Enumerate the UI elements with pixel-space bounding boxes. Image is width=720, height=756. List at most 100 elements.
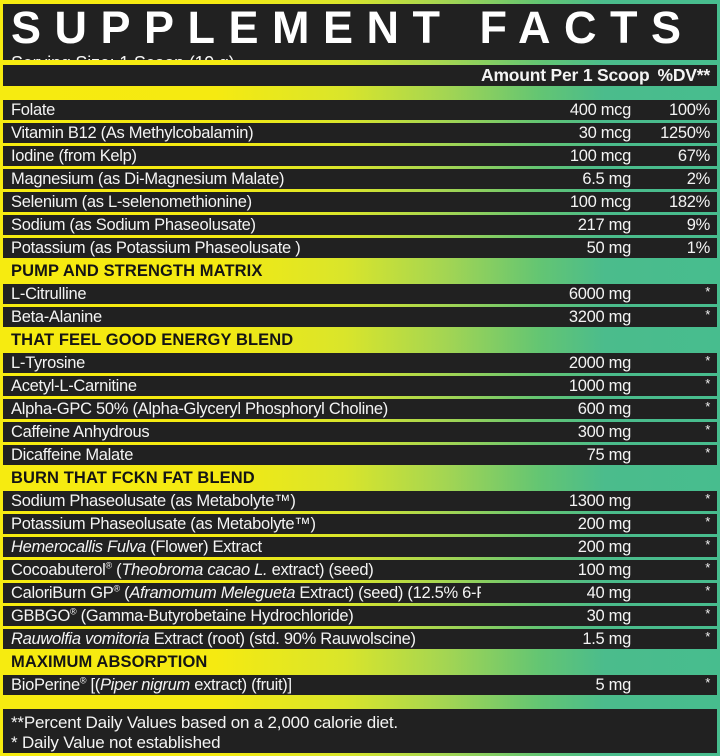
column-header-row: Amount Per 1 Scoop %DV** [3, 65, 717, 86]
ingredient-amount: 6.5 mg [582, 169, 631, 188]
ingredient-amount: 6000 mg [568, 284, 631, 303]
ingredient-row: Caffeine Anhydrous 300 mg * [3, 422, 717, 442]
ingredient-dv: 100% [668, 100, 710, 119]
ingredient-amount: 3200 mg [568, 307, 631, 326]
ingredient-dv: 1250% [660, 123, 710, 142]
ingredient-name: Dicaffeine Malate [11, 445, 134, 464]
ingredient-dv: 2% [686, 169, 711, 188]
ingredient-dv: * [705, 445, 710, 460]
ingredient-amount: 5 mg [595, 675, 632, 694]
ingredient-row: BioPerine® [(Piper nigrum extract) (frui… [3, 675, 717, 695]
ingredient-amount: 75 mg [586, 445, 632, 464]
ingredient-rows-area: Folate 400 mcg 100% Vitamin B12 (As Methylc… [3, 100, 717, 698]
column-amount-label: Amount Per 1 Scoop [481, 65, 650, 85]
ingredient-dv: 67% [677, 146, 710, 165]
ingredient-amount: 1000 mg [568, 376, 631, 395]
ingredient-dv: * [705, 537, 710, 552]
ingredient-amount: 200 mg [577, 537, 632, 556]
section-header: MAXIMUM ABSORPTION [11, 652, 208, 671]
ingredient-row: GBBGO® (Gamma-Butyrobetaine Hydrochlorid… [3, 606, 717, 626]
footnote-daily-values: **Percent Daily Values based on a 2,000 … [11, 713, 398, 732]
ingredient-dv: * [705, 514, 710, 529]
ingredient-row: Hemerocallis Fulva (Flower) Extract 200 m… [3, 537, 717, 557]
serving-size: Serving Size: 1 Scoop (19 g) [11, 53, 709, 60]
ingredient-name: Acetyl-L-Carnitine [11, 376, 137, 395]
ingredient-dv: 1% [686, 238, 711, 257]
ingredient-amount: 217 mg [577, 215, 632, 234]
footnote-dv-not-established: * Daily Value not established [11, 733, 221, 752]
ingredient-row: Magnesium (as Di-Magnesium Malate) 6.5 mg… [3, 169, 717, 189]
ingredient-name: CaloriBurn GP® (Aframomum Melegueta Extr… [11, 583, 481, 602]
ingredient-dv: * [705, 376, 710, 391]
ingredient-name: Potassium Phaseolusate (as Metabolyte™) [11, 514, 316, 533]
ingredient-amount: 400 mcg [569, 100, 631, 119]
ingredient-row: Cocoabuterol® (Theobroma cacao L. extrac… [3, 560, 717, 580]
ingredient-amount: 40 mg [586, 583, 632, 602]
ingredient-dv: * [705, 675, 710, 690]
ingredient-name: Selenium (as L-selenomethionine) [11, 192, 252, 211]
ingredient-name: Sodium Phaseolusate (as Metabolyte™) [11, 491, 296, 510]
ingredient-row: CaloriBurn GP® (Aframomum Melegueta Extr… [3, 583, 717, 603]
label-header: SUPPLEMENT FACTS Serving Size: 1 Scoop (… [3, 4, 717, 60]
ingredient-amount: 30 mcg [578, 123, 632, 142]
ingredient-dv: 182% [668, 192, 710, 211]
footnotes-block: **Percent Daily Values based on a 2,000 … [3, 709, 717, 753]
ingredient-dv: * [705, 629, 710, 644]
ingredient-row: L-Citrulline 6000 mg * [3, 284, 717, 304]
ingredient-name: Hemerocallis Fulva (Flower) Extract [11, 537, 262, 556]
ingredient-name: Rauwolfia vomitoria Extract (root) (std.… [11, 629, 416, 648]
ingredient-row: Folate 400 mcg 100% [3, 100, 717, 120]
ingredient-row: Alpha-GPC 50% (Alpha-Glyceryl Phosphoryl… [3, 399, 717, 419]
ingredient-row: Potassium (as Potassium Phaseolusate ) 50… [3, 238, 717, 258]
ingredient-dv: * [705, 606, 710, 621]
ingredient-name: Folate [11, 100, 56, 119]
ingredient-name: Iodine (from Kelp) [11, 146, 137, 165]
ingredient-amount: 50 mg [586, 238, 632, 257]
ingredient-name: GBBGO® (Gamma-Butyrobetaine Hydrochlorid… [11, 606, 354, 625]
ingredient-dv: * [705, 284, 710, 299]
ingredient-name: Cocoabuterol® (Theobroma cacao L. extrac… [11, 560, 374, 579]
ingredient-row: Acetyl-L-Carnitine 1000 mg * [3, 376, 717, 396]
ingredient-dv: * [705, 491, 710, 506]
ingredient-dv: * [705, 560, 710, 575]
ingredient-row: Beta-Alanine 3200 mg * [3, 307, 717, 327]
ingredient-amount: 300 mg [577, 422, 632, 441]
ingredient-dv: * [705, 307, 710, 322]
ingredient-amount: 100 mcg [569, 146, 631, 165]
ingredient-row: Dicaffeine Malate 75 mg * [3, 445, 717, 465]
ingredient-row: L-Tyrosine 2000 mg * [3, 353, 717, 373]
ingredient-amount: 1300 mg [568, 491, 631, 510]
ingredient-row: Selenium (as L-selenomethionine) 100 mcg 1… [3, 192, 717, 212]
ingredient-dv: * [705, 583, 710, 598]
section-header: BURN THAT FCKN FAT BLEND [11, 468, 255, 487]
ingredient-name: Magnesium (as Di-Magnesium Malate) [11, 169, 285, 188]
ingredient-row: Vitamin B12 (As Methylcobalamin) 30 mcg 12… [3, 123, 717, 143]
ingredient-name: L-Tyrosine [11, 353, 86, 372]
ingredient-name: Vitamin B12 (As Methylcobalamin) [11, 123, 254, 142]
ingredient-name: Sodium (as Sodium Phaseolusate) [11, 215, 256, 234]
ingredient-name: BioPerine® [(Piper nigrum extract) (frui… [11, 675, 292, 694]
ingredient-amount: 2000 mg [568, 353, 631, 372]
ingredient-name: Alpha-GPC 50% (Alpha-Glyceryl Phosphoryl… [11, 399, 388, 418]
ingredient-dv: * [705, 353, 710, 368]
ingredient-dv: * [705, 399, 710, 414]
ingredient-row: Sodium (as Sodium Phaseolusate) 217 mg 9% [3, 215, 717, 235]
ingredient-name: Beta-Alanine [11, 307, 102, 326]
label-title: SUPPLEMENT FACTS [11, 4, 695, 53]
ingredient-amount: 1.5 mg [582, 629, 631, 648]
ingredient-name: L-Citrulline [11, 284, 87, 303]
ingredient-amount: 100 mcg [569, 192, 631, 211]
ingredient-amount: 30 mg [586, 606, 632, 625]
ingredient-name: Potassium (as Potassium Phaseolusate ) [11, 238, 301, 257]
ingredient-dv: 9% [686, 215, 711, 234]
ingredient-row: Iodine (from Kelp) 100 mcg 67% [3, 146, 717, 166]
ingredient-amount: 100 mg [577, 560, 632, 579]
ingredient-amount: 200 mg [577, 514, 632, 533]
ingredient-row: Sodium Phaseolusate (as Metabolyte™) 1300… [3, 491, 717, 511]
ingredient-row: Potassium Phaseolusate (as Metabolyte™) 2… [3, 514, 717, 534]
ingredient-amount: 600 mg [577, 399, 632, 418]
ingredient-dv: * [705, 422, 710, 437]
ingredient-name: Caffeine Anhydrous [11, 422, 150, 441]
section-header: PUMP AND STRENGTH MATRIX [11, 261, 263, 280]
